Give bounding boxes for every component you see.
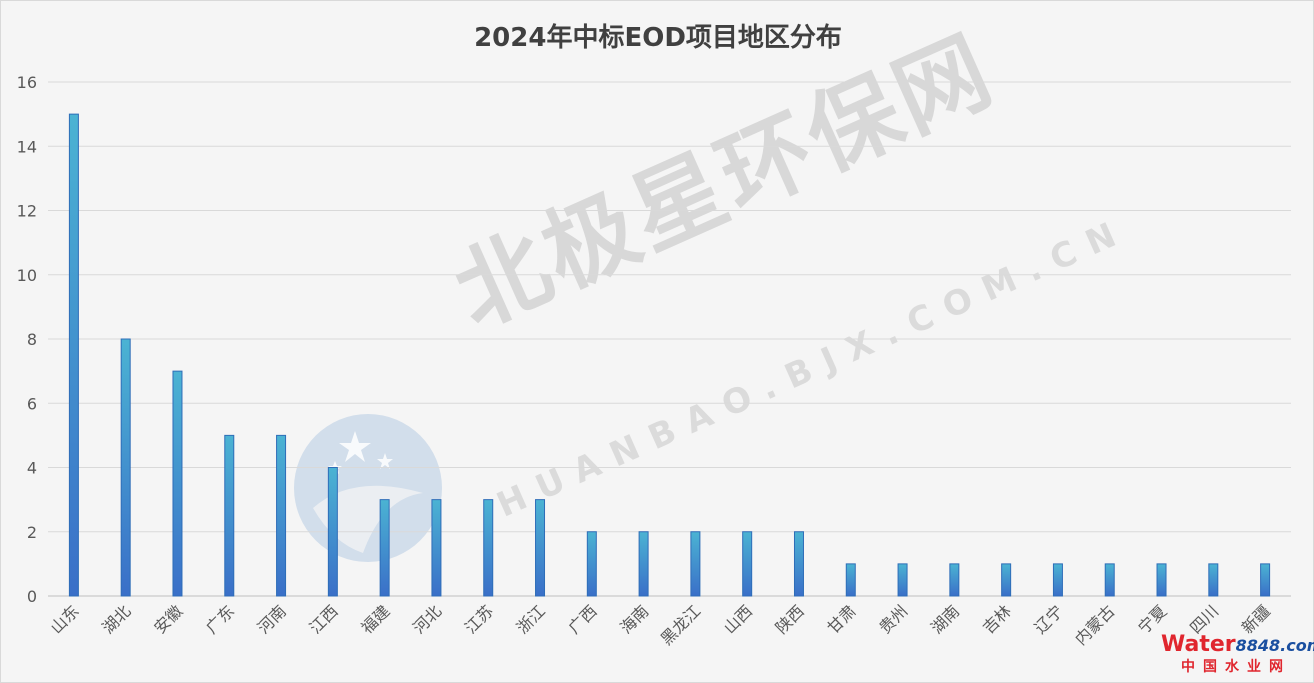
- bar: [276, 434, 287, 597]
- x-category-label: 广东: [202, 601, 238, 637]
- bar: [379, 499, 390, 597]
- y-tick-label: 0: [27, 587, 37, 606]
- bar: [327, 467, 338, 597]
- brand-num: 8848.com: [1235, 636, 1314, 655]
- chart-title: 2024年中标EOD项目地区分布: [474, 23, 842, 53]
- y-tick-label: 4: [27, 459, 37, 478]
- x-category-label: 甘肃: [824, 601, 860, 637]
- x-category-label: 江苏: [461, 601, 497, 637]
- x-category-label: 河北: [409, 601, 445, 637]
- x-category-label: 内蒙古: [1071, 601, 1118, 648]
- bar: [1260, 563, 1271, 597]
- bar: [1156, 563, 1167, 597]
- y-tick-label: 16: [17, 73, 37, 92]
- water8848-logo: Water8848.com 中国水业网: [1161, 632, 1314, 676]
- x-category-label: 江西: [306, 601, 342, 637]
- bar: [897, 563, 908, 597]
- y-axis-ticks: 0 2 4 6 8 10 12 14 16: [17, 73, 37, 606]
- bars: [68, 113, 1271, 597]
- brand-top: Water8848.com: [1161, 632, 1314, 658]
- brand-word: Water: [1161, 632, 1236, 657]
- x-axis-categories: 山东 湖北 安徽 广东 河南 江西 福建 河北 江苏 浙江 广西 海南 黑龙江 山西 陕西 甘肃 贵州 湖南 吉林辽…: [47, 601, 1274, 648]
- bar: [793, 531, 804, 597]
- x-category-label: 安徽: [150, 601, 186, 637]
- bar: [690, 531, 701, 597]
- bar: [68, 113, 79, 597]
- bar: [120, 338, 131, 597]
- bar: [172, 370, 183, 597]
- bar: [483, 499, 494, 597]
- x-category-label: 湖南: [927, 601, 963, 637]
- x-category-label: 山东: [47, 601, 83, 637]
- y-tick-label: 8: [27, 330, 37, 349]
- x-category-label: 河南: [254, 601, 290, 637]
- gridlines: [48, 81, 1291, 597]
- x-category-label: 辽宁: [1031, 601, 1067, 637]
- bar: [845, 563, 856, 597]
- bar: [224, 434, 235, 597]
- y-tick-label: 14: [17, 137, 37, 156]
- x-category-label: 吉林: [979, 601, 1015, 637]
- bar: [1104, 563, 1115, 597]
- y-tick-label: 6: [27, 394, 37, 413]
- y-tick-label: 10: [17, 266, 37, 285]
- x-category-label: 浙江: [513, 601, 549, 637]
- bar: [742, 531, 753, 597]
- x-category-label: 陕西: [772, 601, 808, 637]
- y-tick-label: 12: [17, 202, 37, 221]
- x-category-label: 海南: [616, 601, 652, 637]
- x-category-label: 福建: [357, 601, 393, 637]
- x-category-label: 贵州: [875, 601, 911, 637]
- bar: [1052, 563, 1063, 597]
- x-category-label: 黑龙江: [657, 601, 704, 648]
- x-category-label: 山西: [720, 601, 756, 637]
- bar: [638, 531, 649, 597]
- x-category-label: 广西: [565, 601, 601, 637]
- bar: [949, 563, 960, 597]
- brand-bottom: 中国水业网: [1181, 659, 1291, 675]
- y-tick-label: 2: [27, 523, 37, 542]
- bar: [1208, 563, 1219, 597]
- bar: [431, 499, 442, 597]
- x-category-label: 湖北: [98, 601, 134, 637]
- bar: [535, 499, 546, 597]
- bar: [586, 531, 597, 597]
- bar: [1001, 563, 1012, 597]
